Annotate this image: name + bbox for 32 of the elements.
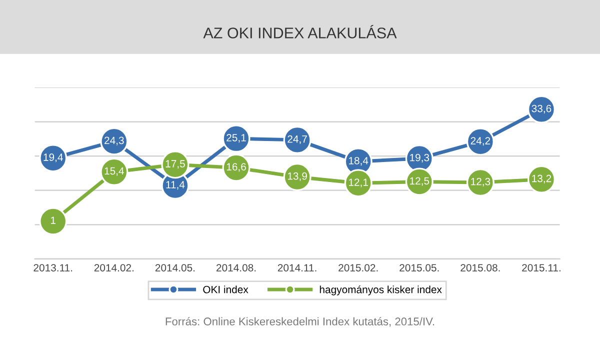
data-label: 12,5 (410, 177, 430, 186)
data-label: 12,1 (349, 178, 368, 188)
x-tick-label: 2015.05. (400, 264, 439, 272)
data-label: 19,4 (44, 154, 63, 162)
x-tick-label: 2013.11. (34, 264, 72, 272)
x-tick-label: 2014.05. (155, 264, 195, 272)
data-label: 12,3 (471, 178, 490, 187)
data-label: 13,2 (532, 174, 552, 184)
data-label: 24,7 (288, 135, 307, 144)
data-label: 18,4 (349, 156, 368, 166)
data-label: 1 (51, 216, 56, 224)
chart-title: AZ OKI INDEX ALAKULÁSA (203, 25, 397, 38)
data-label: 13,9 (288, 172, 307, 182)
data-label: 24,2 (470, 137, 490, 146)
x-tick-label: 2014.08. (216, 264, 256, 272)
x-tick-label: 2014.11. (278, 264, 316, 272)
x-tick-label: 2015.02. (338, 264, 378, 272)
legend-label: OKI index (203, 286, 248, 294)
x-tick-label: 2015.08. (460, 264, 500, 272)
data-label: 33,6 (532, 104, 552, 114)
data-label: 15,4 (104, 167, 124, 176)
data-label: 25,1 (226, 134, 246, 143)
x-tick-label: 2014.02. (94, 264, 134, 272)
data-label: 17,5 (166, 160, 185, 169)
data-label: 19,3 (410, 154, 430, 162)
data-label: 16,6 (226, 163, 246, 172)
legend-label: hagyományos kisker index (320, 285, 442, 296)
point (39, 207, 68, 236)
x-tick-label: 2015.11. (522, 264, 560, 272)
text: Forrás: Online Kiskereskedelmi Index kutatás, 2015/IV. (166, 317, 434, 327)
data-label: 24,3 (104, 136, 124, 146)
data-label: 11,4 (166, 181, 185, 190)
